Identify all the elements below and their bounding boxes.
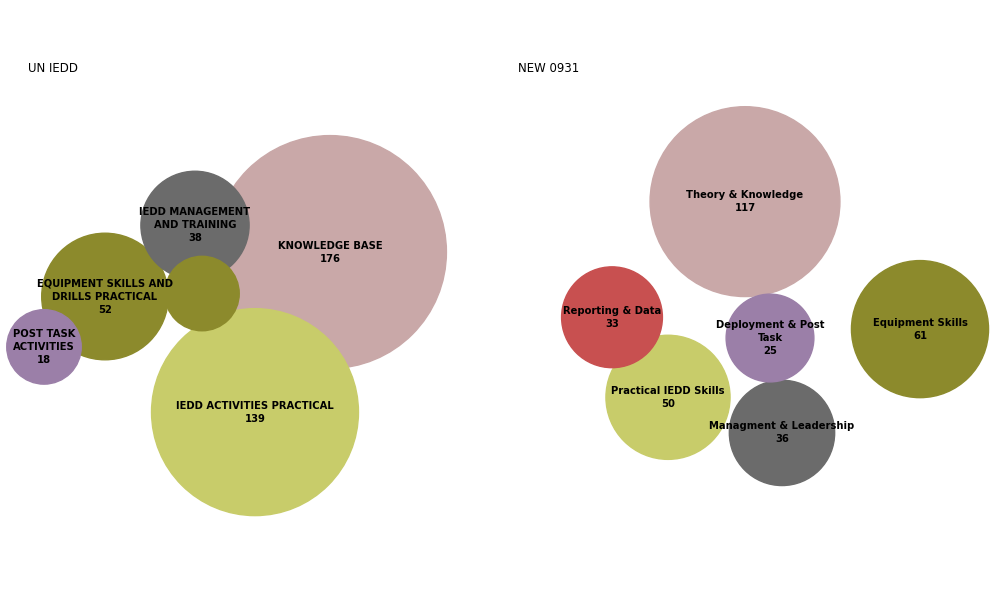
Text: Equipment Skills: Equipment Skills	[873, 318, 967, 327]
Ellipse shape	[650, 107, 840, 296]
Ellipse shape	[7, 310, 81, 384]
Text: IEDD MANAGEMENT: IEDD MANAGEMENT	[139, 208, 251, 217]
Text: KNOWLEDGE BASE: KNOWLEDGE BASE	[278, 241, 382, 250]
Text: 139: 139	[245, 414, 265, 423]
Text: 18: 18	[37, 355, 51, 365]
Text: 117: 117	[734, 203, 756, 213]
Text: IEDD ACTIVITIES PRACTICAL: IEDD ACTIVITIES PRACTICAL	[176, 401, 334, 410]
Text: 52: 52	[98, 305, 112, 314]
Text: 38: 38	[188, 234, 202, 243]
Text: 50: 50	[661, 399, 675, 409]
Text: 25: 25	[763, 346, 777, 356]
Text: 176: 176	[320, 254, 340, 263]
Ellipse shape	[606, 335, 730, 460]
Text: NEW 0931: NEW 0931	[518, 62, 579, 75]
Ellipse shape	[42, 233, 168, 360]
Ellipse shape	[214, 136, 446, 368]
Text: Practical IEDD Skills: Practical IEDD Skills	[611, 386, 725, 396]
Text: 61: 61	[913, 331, 927, 340]
Ellipse shape	[152, 309, 358, 515]
Text: 33: 33	[605, 319, 619, 329]
Text: AND TRAINING: AND TRAINING	[154, 221, 236, 230]
Text: EQUIPMENT SKILLS AND: EQUIPMENT SKILLS AND	[37, 279, 173, 288]
Text: UN IEDD: UN IEDD	[28, 62, 78, 75]
Text: DRILLS PRACTICAL: DRILLS PRACTICAL	[52, 292, 158, 301]
Text: 36: 36	[775, 435, 789, 444]
Text: Theory & Knowledge: Theory & Knowledge	[686, 190, 804, 200]
Text: Task: Task	[757, 333, 783, 343]
Text: Reporting & Data: Reporting & Data	[563, 306, 661, 315]
Ellipse shape	[165, 256, 239, 331]
Text: Managment & Leadership: Managment & Leadership	[709, 422, 855, 431]
Ellipse shape	[851, 260, 989, 398]
Text: ACTIVITIES: ACTIVITIES	[13, 342, 75, 352]
Ellipse shape	[729, 380, 835, 486]
Text: Deployment & Post: Deployment & Post	[716, 320, 824, 330]
Ellipse shape	[141, 171, 249, 279]
Text: POST TASK: POST TASK	[13, 329, 75, 339]
Ellipse shape	[562, 267, 662, 368]
Ellipse shape	[726, 294, 814, 382]
